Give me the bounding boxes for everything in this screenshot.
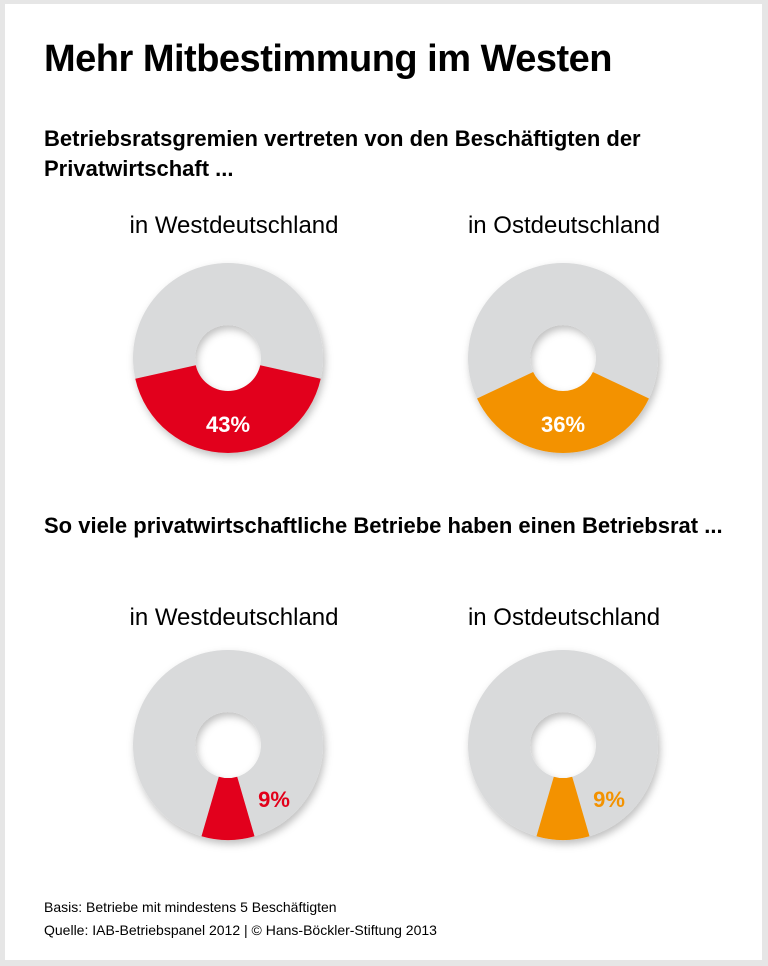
chart-title: Mehr Mitbestimmung im Westen	[44, 38, 613, 80]
donut-value-label: 36%	[541, 412, 585, 437]
label-west-employees: in Westdeutschland	[129, 212, 339, 239]
donut-value-label: 43%	[206, 412, 250, 437]
donut-1-1	[468, 650, 658, 841]
footer-source: Quelle: IAB-Betriebspanel 2012 | © Hans-…	[44, 922, 437, 938]
donut-rest-slice	[133, 650, 323, 837]
donut-rest-slice	[468, 263, 658, 399]
donut-value-slice	[477, 372, 649, 453]
donut-value-slice	[536, 776, 590, 841]
donut-value-label: 9%	[593, 787, 625, 812]
footer: Basis: Betriebe mit mindestens 5 Beschäf…	[44, 896, 437, 942]
donut-value-slice	[135, 365, 321, 454]
donut-rest-slice	[468, 650, 658, 837]
donut-1-0	[133, 650, 323, 841]
footer-basis: Basis: Betriebe mit mindestens 5 Beschäf…	[44, 899, 337, 915]
donut-0-1	[468, 263, 658, 453]
label-ost-employees: in Ostdeutschland	[467, 212, 661, 239]
donut-rest-slice	[133, 263, 323, 379]
subtitle-employees: Betriebsratsgremien vertreten von den Be…	[44, 126, 641, 181]
label-west-companies: in Westdeutschland	[129, 604, 339, 631]
donut-0-0	[133, 263, 323, 454]
label-ost-companies: in Ostdeutschland	[467, 604, 661, 631]
donut-value-slice	[201, 776, 255, 841]
subtitle-companies: So viele privatwirtschaftliche Betriebe …	[44, 513, 723, 538]
donut-value-label: 9%	[258, 787, 290, 812]
